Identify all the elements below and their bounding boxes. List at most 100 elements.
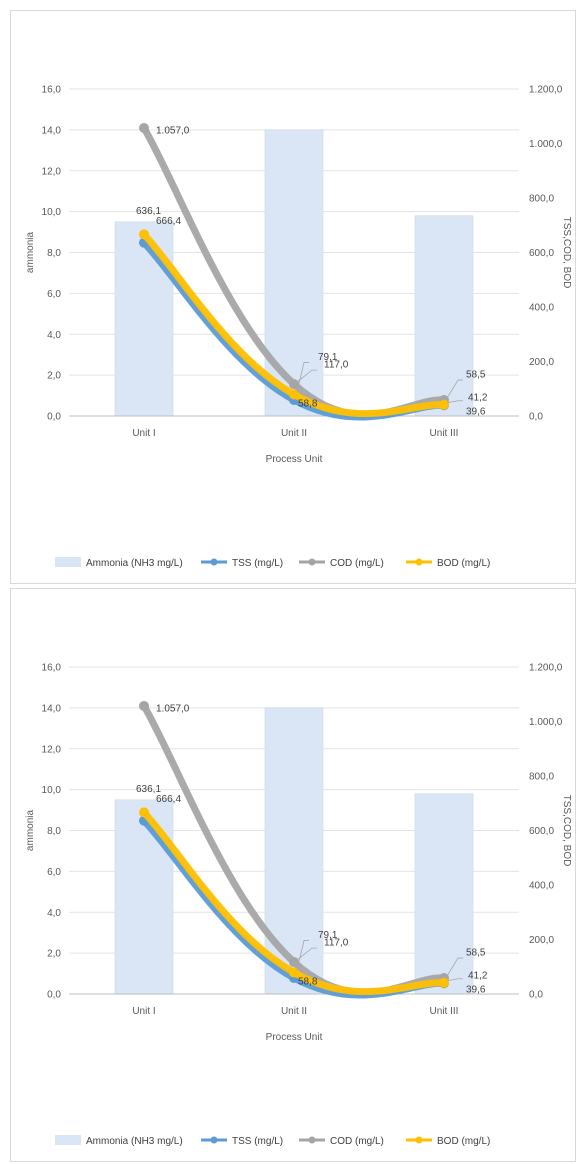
- x-tick-label: Unit III: [430, 1006, 459, 1017]
- legend-item-ammonia: Ammonia (NH3 mg/L): [55, 1135, 183, 1147]
- legend-swatch-marker: [415, 1136, 423, 1144]
- point-bod-3: [439, 977, 449, 988]
- chart-svg-2: 0,0 2,0 4,0 6,0 8,0 10,0 12,0 14,0 16,0 0,0 200,0 4…: [25, 663, 572, 1148]
- y2-tick-label: 200,0: [529, 357, 554, 368]
- point-bod-1: [139, 229, 149, 240]
- data-label: 117,0: [324, 360, 349, 371]
- data-label: 636,1: [136, 784, 161, 795]
- x-axis-title: Process Unit: [266, 454, 323, 465]
- legend-label: BOD (mg/L): [437, 1136, 490, 1147]
- x-axis-title: Process Unit: [266, 1032, 323, 1043]
- point-bod-2: [289, 967, 299, 978]
- y-axis-title: ammonia: [25, 232, 36, 274]
- line-bod: [140, 808, 448, 996]
- line-bod: [140, 230, 448, 418]
- data-label: 39,6: [466, 407, 486, 418]
- bar-ammonia-3: [414, 793, 474, 995]
- y-tick-label: 6,0: [47, 867, 61, 878]
- data-label: 79,1: [318, 930, 338, 941]
- data-label: 58,8: [298, 976, 318, 987]
- legend-swatch-marker: [308, 558, 316, 566]
- y2-tick-label: 400,0: [529, 303, 554, 314]
- y-tick-label: 16,0: [42, 663, 62, 674]
- legend-label: COD (mg/L): [330, 1136, 384, 1147]
- data-label: 1.057,0: [156, 703, 190, 714]
- data-label: 117,0: [324, 938, 349, 949]
- data-label: 1.057,0: [156, 125, 190, 136]
- legend-swatch-marker: [308, 1136, 316, 1144]
- y2-tick-label: 400,0: [529, 881, 554, 892]
- y2-axis-title: TSS,COD, BOD: [561, 795, 572, 867]
- data-label: 39,6: [466, 985, 486, 996]
- y-tick-label: 14,0: [42, 125, 62, 136]
- data-label: 58,5: [466, 370, 486, 381]
- point-bod-3: [439, 399, 449, 410]
- y-axis-title: ammonia: [25, 810, 36, 852]
- legend-swatch-marker: [210, 558, 218, 566]
- x-tick-label: Unit I: [132, 428, 155, 439]
- bar-ammonia-2: [264, 129, 324, 417]
- y-tick-label: 4,0: [47, 908, 61, 919]
- bar-ammonia-1: [114, 799, 174, 995]
- legend-swatch-marker: [415, 558, 423, 566]
- legend-label: Ammonia (NH3 mg/L): [86, 558, 183, 569]
- data-label-leader: [446, 379, 463, 399]
- y-tick-label: 14,0: [42, 703, 62, 714]
- y2-tick-label: 0,0: [529, 990, 543, 1001]
- y2-tick-label: 1.000,0: [529, 139, 563, 150]
- chart-panel-1: 0,0 2,0 4,0 6,0 8,0 10,0 12,0 14,0 16,0 0,0 200,0 4…: [10, 10, 576, 584]
- data-label: 666,4: [156, 216, 181, 227]
- x-tick-label: Unit II: [281, 428, 307, 439]
- legend-swatch-bar: [55, 557, 81, 567]
- legend-swatch-bar: [55, 1135, 81, 1145]
- y-tick-label: 2,0: [47, 371, 61, 382]
- y2-tick-label: 1.200,0: [529, 85, 563, 96]
- data-label: 58,8: [298, 398, 318, 409]
- data-label-leader: [296, 362, 309, 393]
- bar-ammonia-1: [114, 221, 174, 417]
- y-tick-label: 8,0: [47, 248, 61, 259]
- data-label-leader: [296, 940, 309, 971]
- legend-item-cod: COD (mg/L): [299, 558, 384, 569]
- legend-item-bod: BOD (mg/L): [406, 558, 490, 569]
- legend-label: Ammonia (NH3 mg/L): [86, 1136, 183, 1147]
- y-tick-label: 0,0: [47, 990, 61, 1001]
- legend-item-tss: TSS (mg/L): [201, 558, 283, 569]
- y-tick-label: 10,0: [42, 207, 62, 218]
- data-label: 636,1: [136, 206, 161, 217]
- data-label-leader: [296, 947, 317, 961]
- y-tick-label: 0,0: [47, 412, 61, 423]
- data-label-leader: [446, 978, 463, 982]
- legend-item-tss: TSS (mg/L): [201, 1136, 283, 1147]
- legend-item-ammonia: Ammonia (NH3 mg/L): [55, 557, 183, 569]
- data-label-leader: [446, 957, 463, 977]
- data-label-leader: [446, 400, 463, 404]
- point-cod-1: [139, 700, 149, 711]
- legend-label: BOD (mg/L): [437, 558, 490, 569]
- legend-label: TSS (mg/L): [232, 1136, 283, 1147]
- x-tick-label: Unit III: [430, 428, 459, 439]
- point-cod-2: [289, 379, 299, 390]
- point-cod-1: [139, 122, 149, 133]
- legend-item-cod: COD (mg/L): [299, 1136, 384, 1147]
- point-bod-2: [289, 389, 299, 400]
- y2-tick-label: 600,0: [529, 826, 554, 837]
- y2-tick-label: 800,0: [529, 772, 554, 783]
- y2-tick-label: 600,0: [529, 248, 554, 259]
- legend-label: TSS (mg/L): [232, 558, 283, 569]
- y-tick-label: 16,0: [42, 85, 62, 96]
- y2-tick-label: 0,0: [529, 412, 543, 423]
- bar-ammonia-2: [264, 707, 324, 995]
- y-tick-label: 4,0: [47, 330, 61, 341]
- y2-tick-label: 1.000,0: [529, 717, 563, 728]
- data-label: 79,1: [318, 352, 338, 363]
- legend-item-bod: BOD (mg/L): [406, 1136, 490, 1147]
- point-bod-1: [139, 807, 149, 818]
- data-label: 666,4: [156, 794, 181, 805]
- data-label: 41,2: [468, 970, 488, 981]
- legend-swatch-marker: [210, 1136, 218, 1144]
- point-cod-2: [289, 957, 299, 968]
- y2-axis-title: TSS,COD, BOD: [561, 217, 572, 289]
- data-label-leader: [296, 369, 317, 383]
- y-tick-label: 6,0: [47, 289, 61, 300]
